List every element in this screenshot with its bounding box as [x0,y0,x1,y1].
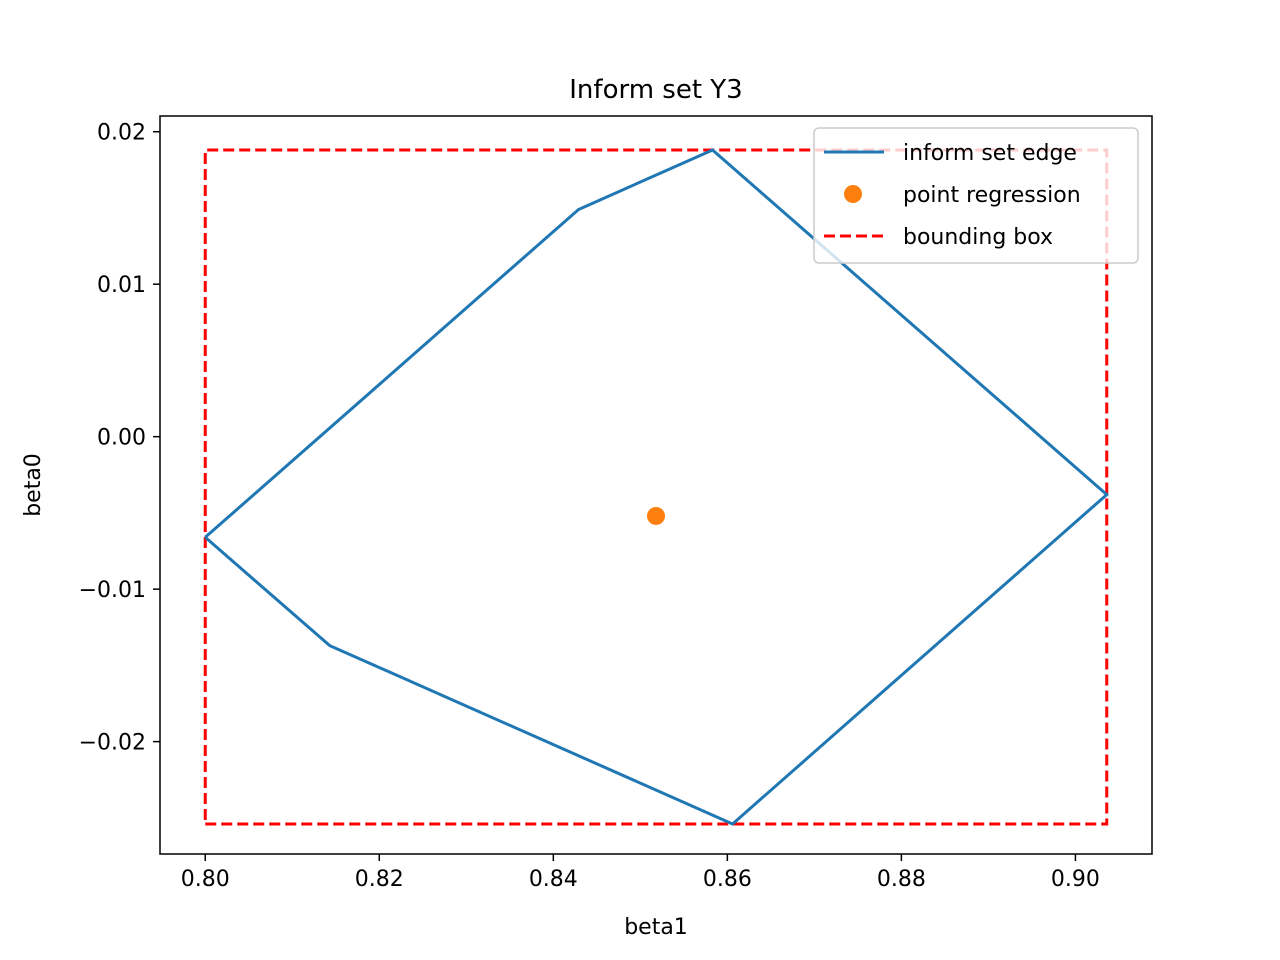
plot-frame [159,115,1153,855]
y-tick-label: 0.01 [97,273,146,298]
data-point-point-regression-0 [647,506,665,525]
legend-label-bounding-box: bounding box [903,225,1053,250]
y-tick-label: −0.02 [79,731,146,756]
legend-swatch-point-regression [844,185,862,203]
x-tick-label: 0.88 [877,867,926,892]
x-tick-label: 0.90 [1051,867,1100,892]
x-tick-label: 0.80 [181,867,230,892]
legend-label-point-regression: point regression [903,183,1081,208]
x-tick-label: 0.84 [529,867,578,892]
y-tick-label: 0.02 [97,121,146,146]
y-tick-label: −0.01 [79,578,146,603]
chart-title: Inform set Y3 [569,75,742,105]
legend: inform set edge point regression boundin… [813,127,1139,264]
x-axis: 0.80 0.82 0.84 0.86 0.88 0.90 [181,854,1100,892]
y-tick-label: 0.00 [97,426,146,451]
x-tick-label: 0.86 [703,867,752,892]
x-axis-label: beta1 [624,915,688,940]
legend-label-inform-set-edge: inform set edge [903,141,1077,166]
legend-box [813,127,1139,264]
y-axis-label: beta0 [21,453,46,517]
y-axis: −0.02 −0.01 0.00 0.01 0.02 [79,121,160,756]
series-line-inform-set-edge [204,148,1110,826]
x-tick-label: 0.82 [355,867,404,892]
